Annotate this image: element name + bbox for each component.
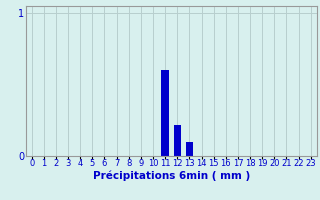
Bar	[186, 142, 193, 156]
Bar	[174, 125, 181, 156]
X-axis label: Précipitations 6min ( mm ): Précipitations 6min ( mm )	[92, 171, 250, 181]
Bar	[162, 70, 169, 156]
